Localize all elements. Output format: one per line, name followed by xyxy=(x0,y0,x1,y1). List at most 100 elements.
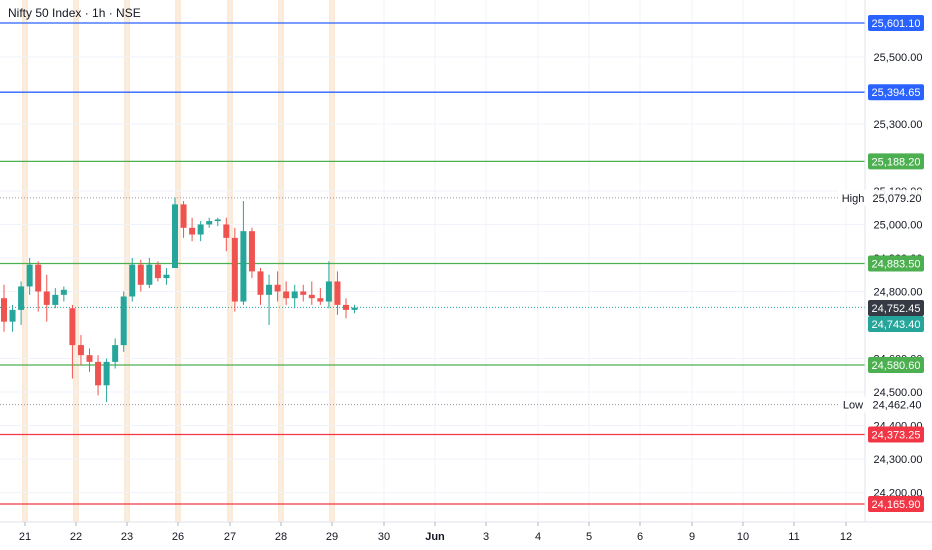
level-price-badge[interactable]: 24,883.50 xyxy=(868,255,924,272)
candle[interactable] xyxy=(300,284,307,302)
candle-body xyxy=(274,284,281,292)
candle-body xyxy=(35,264,42,292)
x-tick-label: 28 xyxy=(275,531,287,543)
candle[interactable] xyxy=(137,259,144,292)
candle[interactable] xyxy=(351,304,358,314)
candle[interactable] xyxy=(172,197,178,269)
level-price-badge[interactable]: 25,394.65 xyxy=(868,84,924,101)
candle[interactable] xyxy=(43,274,50,322)
candle-body xyxy=(120,296,127,346)
level-price-badge[interactable]: 25,188.20 xyxy=(868,153,924,170)
candle-body xyxy=(69,308,76,346)
x-tick-label: 9 xyxy=(689,531,695,543)
candle[interactable] xyxy=(77,335,84,366)
level-price-badge-bg xyxy=(868,426,924,443)
x-tick-label: Jun xyxy=(425,531,445,543)
y-tick-label: 24,300.00 xyxy=(874,454,923,466)
candle[interactable] xyxy=(214,217,221,227)
candle[interactable] xyxy=(257,268,264,305)
candle[interactable] xyxy=(9,304,16,332)
candle[interactable] xyxy=(154,261,161,282)
y-tick-label: 25,500.00 xyxy=(874,52,923,64)
candle-body xyxy=(206,221,213,225)
candle-body xyxy=(248,231,255,272)
candle-body xyxy=(129,264,136,297)
candle-body xyxy=(43,291,50,305)
time-axis-panel[interactable] xyxy=(0,522,932,550)
candle[interactable] xyxy=(129,257,136,302)
candle[interactable] xyxy=(69,304,76,379)
low-marker-label: Low xyxy=(843,400,863,412)
candle[interactable] xyxy=(95,355,102,396)
candle[interactable] xyxy=(60,286,67,302)
candle[interactable] xyxy=(274,271,281,302)
candle[interactable] xyxy=(240,200,247,305)
candle-body xyxy=(343,304,349,310)
candle-body xyxy=(257,271,264,295)
candle[interactable] xyxy=(283,281,290,305)
x-tick-label: 22 xyxy=(70,531,82,543)
candle[interactable] xyxy=(18,281,25,325)
chart-title: Nifty 50 Index · 1h · NSE xyxy=(8,6,141,20)
low-marker: Low 24,462.40 xyxy=(838,396,928,413)
candle[interactable] xyxy=(266,274,273,325)
candle[interactable] xyxy=(163,268,170,285)
candle-body xyxy=(240,231,247,302)
candle[interactable] xyxy=(120,291,127,352)
candle[interactable] xyxy=(1,284,7,332)
candle[interactable] xyxy=(343,298,349,319)
candle-body xyxy=(197,224,204,235)
candle-body xyxy=(60,289,67,295)
level-price-badge-text: 25,394.65 xyxy=(872,87,921,99)
high-marker-bg xyxy=(838,189,928,206)
price-axis-panel[interactable] xyxy=(865,0,932,550)
candle[interactable] xyxy=(52,288,59,309)
level-price-badge-text: 25,188.20 xyxy=(872,156,921,168)
candle-body xyxy=(146,264,153,285)
candle-body xyxy=(317,298,324,302)
candle[interactable] xyxy=(189,217,196,242)
candle[interactable] xyxy=(86,348,93,372)
candle[interactable] xyxy=(206,217,213,228)
candle[interactable] xyxy=(35,261,42,312)
level-price-badge-bg xyxy=(868,357,924,374)
level-price-badge[interactable]: 25,601.10 xyxy=(868,15,924,31)
candle-body xyxy=(137,264,144,285)
candle[interactable] xyxy=(146,257,153,289)
level-price-badge[interactable]: 24,373.25 xyxy=(868,426,924,443)
candle-body xyxy=(103,361,110,386)
candle[interactable] xyxy=(334,271,341,315)
candle[interactable] xyxy=(223,217,230,252)
x-tick-label: 21 xyxy=(19,531,31,543)
candle-body xyxy=(180,204,187,228)
last-price-badge[interactable]: 24,752.45 xyxy=(868,300,924,316)
candle[interactable] xyxy=(180,200,187,238)
candle-body xyxy=(52,294,59,305)
candle[interactable] xyxy=(317,288,324,305)
candle-body xyxy=(283,291,290,299)
candle-body xyxy=(172,204,178,269)
candle[interactable] xyxy=(112,338,119,369)
candle[interactable] xyxy=(325,261,332,309)
candle-body xyxy=(325,281,332,302)
current-price-badge[interactable]: 24,743.40 xyxy=(868,316,924,332)
candle[interactable] xyxy=(26,257,33,295)
candle[interactable] xyxy=(103,358,110,403)
level-price-badge[interactable]: 24,165.90 xyxy=(868,496,924,512)
candle[interactable] xyxy=(248,227,255,279)
level-price-badge-bg xyxy=(868,153,924,170)
candle-body xyxy=(266,284,273,295)
candle-body xyxy=(95,361,102,386)
candle[interactable] xyxy=(308,281,315,305)
level-price-badge[interactable]: 24,580.60 xyxy=(868,357,924,374)
candle[interactable] xyxy=(291,284,298,309)
candle-body xyxy=(18,286,25,310)
level-price-badge-bg xyxy=(868,15,924,31)
candle-body xyxy=(1,298,7,322)
level-price-badge-text: 24,580.60 xyxy=(872,360,921,372)
candle[interactable] xyxy=(197,221,204,242)
candle[interactable] xyxy=(231,227,238,312)
x-tick-label: 27 xyxy=(224,531,236,543)
candle-body xyxy=(9,309,16,322)
